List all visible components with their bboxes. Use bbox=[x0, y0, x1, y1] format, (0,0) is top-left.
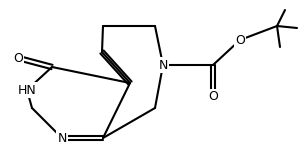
Text: O: O bbox=[13, 51, 23, 65]
Text: HN: HN bbox=[18, 83, 36, 97]
Text: O: O bbox=[208, 91, 218, 103]
Text: O: O bbox=[235, 34, 245, 47]
Text: N: N bbox=[158, 59, 168, 71]
Text: N: N bbox=[57, 132, 67, 144]
